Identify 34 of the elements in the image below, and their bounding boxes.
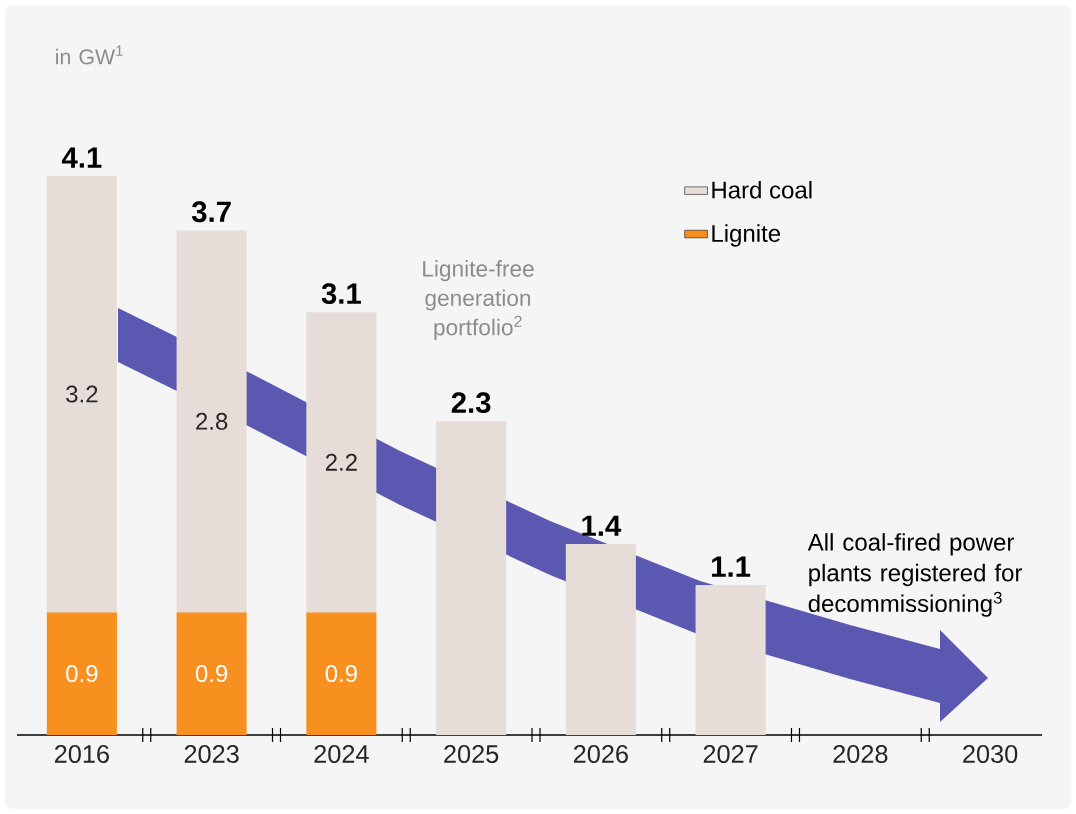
bar [46, 612, 117, 735]
x-tick-label: 2025 [444, 745, 499, 763]
total-label: 1.4 [582, 515, 622, 536]
annotation: Lignite-free generation portfolio$^{2}$ [423, 260, 534, 340]
x-tick-label: 2016 [54, 745, 109, 763]
text: in GW$^{1}$ [56, 45, 123, 65]
x-tick-label: 2026 [573, 745, 628, 763]
x-tick-label: 2024 [314, 745, 369, 763]
bar [565, 544, 636, 735]
total-label: 4.1 [61, 147, 102, 168]
total-label: 1.1 [712, 556, 751, 577]
annotation: All coal-fired power plants registered for decommissioning$^{3}$ [807, 533, 1023, 617]
bar [695, 584, 766, 735]
x-tick-label: 2030 [963, 745, 1018, 763]
data-label: 0.9 [325, 665, 357, 683]
bar [176, 230, 247, 613]
x-tick-label: 2027 [703, 745, 758, 763]
legend-label: Lignite [712, 224, 781, 247]
total-label: 3.1 [321, 283, 361, 304]
total-label: 2.3 [451, 392, 491, 414]
data-label: 0.9 [66, 665, 98, 683]
total-label: 3.7 [191, 201, 231, 223]
bar [176, 612, 247, 735]
bar [46, 175, 117, 613]
bar [436, 421, 507, 735]
bar [306, 612, 377, 735]
bar [306, 312, 377, 613]
x-tick-label: 2028 [833, 745, 888, 763]
data-label: 3.2 [66, 385, 98, 403]
data-label: 2.2 [325, 453, 357, 471]
legend-label: Hard coal [712, 180, 812, 199]
data-label: 2.8 [196, 412, 228, 430]
data-label: 0.9 [195, 665, 228, 683]
x-tick-label: 2023 [184, 745, 239, 763]
